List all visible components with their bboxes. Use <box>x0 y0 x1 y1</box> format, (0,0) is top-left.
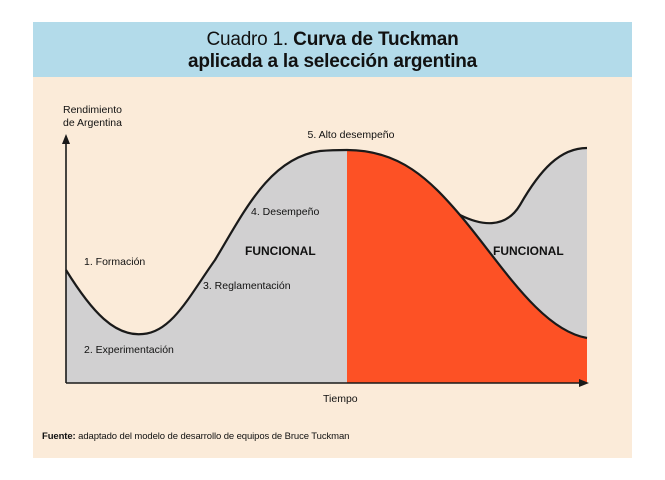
stage-label-desempeno: 4. Desempeño <box>251 206 319 218</box>
recovery-curve <box>459 146 588 225</box>
header-band: Cuadro 1. Curva de Tuckman aplicada a la… <box>33 22 632 77</box>
right-functional-area <box>460 148 587 338</box>
title-prefix: Cuadro 1. <box>206 29 289 50</box>
decline-area <box>347 150 587 383</box>
tuckman-curve <box>65 148 588 340</box>
title-line-2: aplicada a la selección argentina <box>187 51 478 72</box>
y-axis-label-line1: Rendimiento <box>63 104 122 116</box>
stage-label-alto-desempeno: 5. Alto desempeño <box>308 129 395 141</box>
title-bold: Curva de Tuckman <box>293 29 459 50</box>
y-axis-label-line2: de Argentina <box>63 117 122 129</box>
y-axis-arrow-icon <box>62 134 70 144</box>
source-text: adaptado del modelo de desarrollo de equ… <box>78 431 350 442</box>
stage-label-formacion: 1. Formación <box>84 256 145 268</box>
title-line-1: Cuadro 1. Curva de Tuckman <box>33 29 632 51</box>
source-note: Fuente: adaptado del modelo de desarroll… <box>42 431 349 442</box>
region-label-functional-left: FUNCIONAL <box>245 244 316 258</box>
stage-label-reglamentacion: 3. Reglamentación <box>203 280 291 292</box>
source-label: Fuente: <box>42 431 76 442</box>
x-axis-label: Tiempo <box>323 393 358 405</box>
stage-label-experimentacion: 2. Experimentación <box>84 344 174 356</box>
region-label-functional-right: FUNCIONAL <box>493 244 564 258</box>
left-functional-area <box>66 150 347 383</box>
x-axis-arrow-icon <box>579 379 589 387</box>
